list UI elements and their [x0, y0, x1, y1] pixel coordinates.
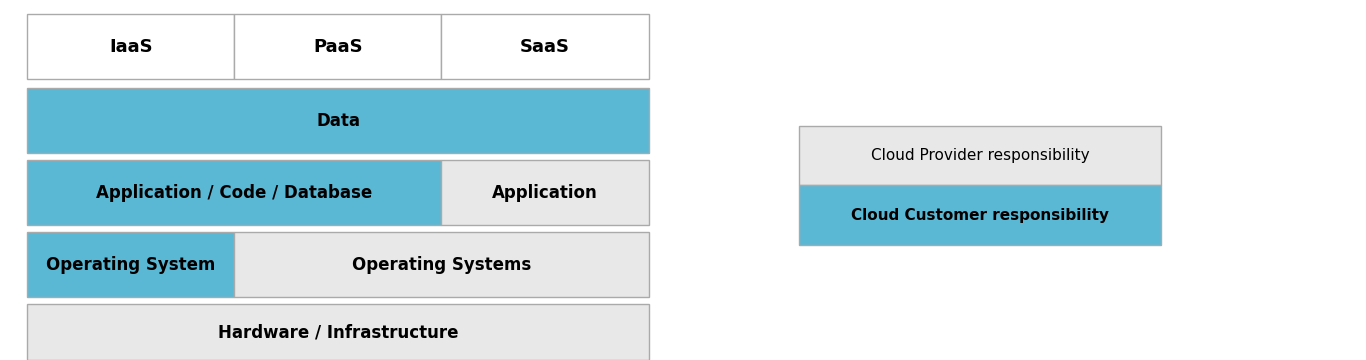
Bar [799, 185, 1161, 245]
Text: Operating System: Operating System [46, 256, 216, 274]
Text: Cloud Customer responsibility: Cloud Customer responsibility [851, 208, 1109, 222]
Text: SaaS: SaaS [520, 38, 570, 56]
Text: Application / Code / Database: Application / Code / Database [96, 184, 373, 202]
Text: IaaS: IaaS [109, 38, 153, 56]
Text: Application: Application [492, 184, 598, 202]
Bar [235, 14, 441, 79]
Text: Data: Data [316, 112, 361, 130]
Bar [27, 160, 441, 225]
Bar [799, 126, 1161, 185]
Text: PaaS: PaaS [313, 38, 362, 56]
Text: Hardware / Infrastructure: Hardware / Infrastructure [217, 323, 459, 341]
Text: Cloud Provider responsibility: Cloud Provider responsibility [870, 148, 1090, 163]
Bar [27, 232, 235, 297]
Bar [27, 304, 649, 360]
Bar [441, 160, 649, 225]
Bar [235, 232, 649, 297]
Bar [27, 88, 649, 153]
Bar [27, 14, 235, 79]
Text: Operating Systems: Operating Systems [352, 256, 531, 274]
Bar [441, 14, 649, 79]
